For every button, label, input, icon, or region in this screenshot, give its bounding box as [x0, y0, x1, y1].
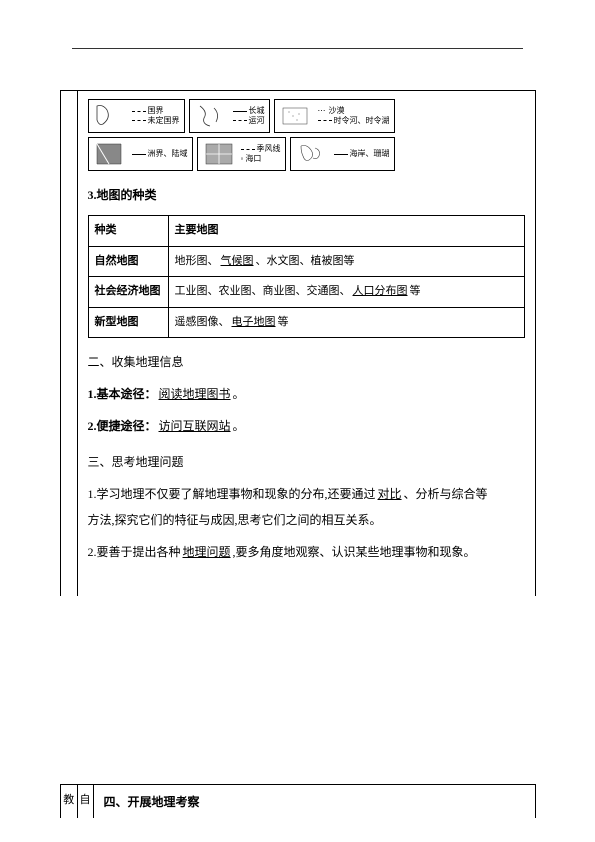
map-types-table: 种类 主要地图 自然地图 地形图、气候图、水文图、植被图等 社会经济地图 — [88, 215, 526, 338]
legend-item: 季风线 — [241, 144, 281, 154]
think-para-1b: 方法,探究它们的特征与成因,思考它们之间的相互关系。 — [88, 508, 526, 532]
legend-box-coast: 海岸、珊瑚 — [290, 137, 395, 171]
table-cell-type: 社会经济地图 — [88, 277, 168, 308]
collect-item-2: 2.便捷途径：访问互联网站。 — [88, 414, 526, 438]
table-row: 自然地图 地形图、气候图、水文图、植被图等 — [88, 246, 525, 277]
legend-row-2: 洲界、陆域 季风线 ◦海口 — [88, 137, 526, 171]
map-thumb-icon — [202, 140, 238, 168]
table-cell-content: 地形图、气候图、水文图、植被图等 — [168, 246, 525, 277]
legend-item: 未定国界 — [132, 116, 180, 126]
table-row: 社会经济地图 工业图、农业图、商业图、交通图、人口分布图等 — [88, 277, 525, 308]
table-row: 新型地图 遥感图像、电子地图等 — [88, 307, 525, 338]
text: ,要多角度地观察、认识某些地理事物和现象。 — [233, 545, 476, 559]
legend-item: 海岸、珊瑚 — [334, 149, 390, 159]
legend-box-boundaries: 国界 未定国界 — [88, 99, 185, 133]
legend-item: 洲界、陆域 — [132, 149, 188, 159]
text: 遥感图像、 — [175, 316, 230, 328]
legend-box-continent: 洲界、陆域 — [88, 137, 193, 171]
bottom-margin-col-1: 教 — [61, 785, 77, 818]
section-collect-heading: 二、收集地理信息 — [88, 350, 526, 374]
map-thumb-icon — [295, 140, 331, 168]
text: 2.要善于提出各种 — [88, 545, 181, 559]
map-thumb-icon — [93, 102, 129, 130]
blank-answer: 地理问题 — [181, 545, 233, 559]
bottom-main-cell: 四、开展地理考察 — [93, 785, 535, 818]
table-cell-content: 工业图、农业图、商业图、交通图、人口分布图等 — [168, 277, 525, 308]
bottom-content-frame: 教 自 四、开展地理考察 — [60, 784, 536, 818]
page-top-rule — [72, 48, 523, 49]
legend-row-1: 国界 未定国界 长城 运河 — [88, 99, 526, 133]
table-cell-type: 自然地图 — [88, 246, 168, 277]
legend-item: 长城 — [233, 106, 265, 116]
blank-answer: 阅读地理图书 — [157, 387, 233, 401]
legend-item: ⋯沙漠 — [318, 106, 390, 116]
map-thumb-icon — [93, 140, 129, 168]
blank-answer: 电子地图 — [230, 316, 278, 328]
text: 地形图、 — [175, 255, 219, 267]
text: 工业图、农业图、商业图、交通图、 — [175, 285, 351, 297]
map-thumb-icon — [194, 102, 230, 130]
legend-box-desert-river: ⋯沙漠 时令河、时令湖 — [274, 99, 395, 133]
blank-answer: 气候图 — [219, 255, 256, 267]
blank-answer: 对比 — [376, 487, 404, 501]
table-cell-type: 新型地图 — [88, 307, 168, 338]
main-content-frame: 国界 未定国界 长城 运河 — [60, 90, 536, 596]
legend-box-wall-canal: 长城 运河 — [189, 99, 270, 133]
section-think-heading: 三、思考地理问题 — [88, 450, 526, 474]
left-margin-column — [61, 91, 77, 596]
table-row: 种类 主要地图 — [88, 216, 525, 247]
text: 等 — [278, 316, 289, 328]
spacer — [88, 564, 526, 588]
label: 2.便捷途径： — [88, 419, 157, 433]
text: 。 — [233, 387, 245, 401]
text: 等 — [410, 285, 421, 297]
section-explore-heading: 四、开展地理考察 — [104, 795, 200, 809]
think-para-1: 1.学习地理不仅要了解地理事物和现象的分布,还要通过对比、分析与综合等 — [88, 482, 526, 506]
blank-answer: 人口分布图 — [351, 285, 410, 297]
legend-item: ◦海口 — [241, 154, 281, 164]
table-header-content: 主要地图 — [168, 216, 525, 247]
legend-box-monsoon: 季风线 ◦海口 — [197, 137, 286, 171]
table-cell-content: 遥感图像、电子地图等 — [168, 307, 525, 338]
bottom-margin-col-2: 自 — [77, 785, 93, 818]
map-thumb-icon — [279, 102, 315, 130]
legend-item: 时令河、时令湖 — [318, 116, 390, 126]
text: 、分析与综合等 — [404, 487, 488, 501]
text: 、水文图、植被图等 — [256, 255, 355, 267]
legend-item: 国界 — [132, 106, 180, 116]
text: 。 — [233, 419, 245, 433]
section-3-title: 3.地图的种类 — [88, 183, 526, 207]
collect-item-1: 1.基本途径：阅读地理图书。 — [88, 382, 526, 406]
table-header-type: 种类 — [88, 216, 168, 247]
main-content-cell: 国界 未定国界 长城 运河 — [77, 91, 535, 596]
think-para-2: 2.要善于提出各种地理问题,要多角度地观察、认识某些地理事物和现象。 — [88, 540, 526, 564]
legend-item: 运河 — [233, 116, 265, 126]
text: 1.学习地理不仅要了解地理事物和现象的分布,还要通过 — [88, 487, 376, 501]
blank-answer: 访问互联网站 — [157, 419, 233, 433]
label: 1.基本途径： — [88, 387, 157, 401]
